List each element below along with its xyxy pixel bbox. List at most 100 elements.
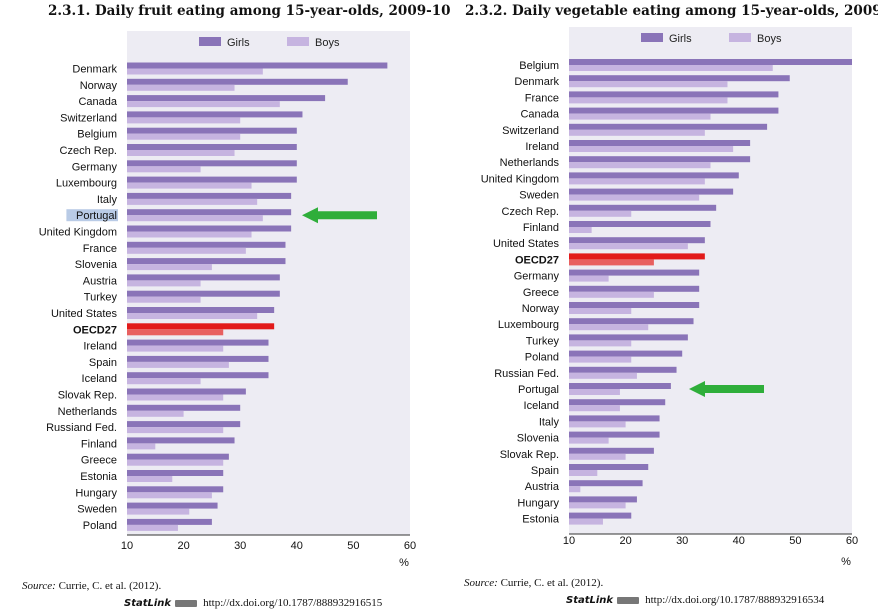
x-axis-label: % [841, 556, 851, 568]
statlink-logo-icon [175, 599, 198, 607]
category-label: Slovenia [75, 259, 118, 271]
source-label: Source: [464, 577, 498, 589]
bar-girls [569, 415, 660, 422]
bar-girls [127, 144, 297, 150]
bar-boys [569, 146, 734, 152]
category-label: Sweden [519, 190, 559, 202]
category-label: France [525, 92, 559, 104]
bar-girls [127, 62, 388, 69]
bar-girls [569, 447, 654, 454]
x-tick-label: 20 [619, 535, 631, 547]
category-label: Netherlands [500, 157, 560, 169]
category-label: Estonia [80, 471, 118, 483]
pointer-arrow-icon [689, 381, 764, 397]
category-label: Poland [83, 520, 117, 532]
bar-girls [127, 339, 269, 346]
bar-boys [569, 389, 620, 395]
category-label: Ireland [525, 141, 559, 153]
x-tick-label: 10 [563, 535, 575, 547]
category-label: Iceland [82, 373, 117, 385]
category-label: Spain [531, 465, 559, 477]
category-label: Italy [539, 416, 560, 428]
bar-girls [127, 274, 280, 281]
category-label: Turkey [526, 335, 560, 347]
x-tick-label: 50 [789, 535, 801, 547]
bar-girls [569, 253, 705, 260]
bar-boys [569, 340, 632, 347]
x-tick-label: 60 [846, 535, 858, 547]
category-label: Belgium [519, 60, 559, 72]
label-highlight [66, 209, 118, 222]
chart-title-vegetable: 2.3.2. Daily vegetable eating among 15-y… [465, 3, 878, 19]
bar-boys [127, 492, 212, 499]
source-vegetable: Source: Currie, C. et al. (2012). [464, 577, 603, 589]
bar-girls [569, 188, 734, 195]
category-label: Estonia [522, 514, 560, 526]
category-label: Austria [525, 481, 560, 493]
bar-girls [127, 355, 269, 362]
category-label: Czech Rep. [502, 206, 559, 218]
bar-girls [569, 123, 768, 130]
category-label: United Kingdom [39, 227, 117, 239]
bar-girls [127, 290, 280, 297]
bar-boys [127, 476, 173, 482]
bar-girls [569, 512, 632, 519]
x-tick-label: 30 [676, 535, 688, 547]
bar-boys [127, 280, 201, 287]
category-label: United Kingdom [481, 173, 559, 185]
bar-boys [127, 313, 258, 319]
bar-girls [569, 59, 852, 65]
statlink-vegetable: StatLink http://dx.doi.org/10.1787/888932… [566, 594, 824, 606]
bar-boys [569, 65, 773, 71]
bar-girls [127, 470, 224, 476]
bar-boys [127, 101, 280, 108]
bar-girls [127, 372, 269, 379]
bar-boys [127, 84, 235, 91]
statlink-logo-icon [617, 596, 640, 604]
bar-girls [127, 160, 297, 167]
legend-label-girls: Girls [227, 37, 250, 49]
source-text: Currie, C. et al. (2012). [58, 580, 162, 592]
statlink-url[interactable]: http://dx.doi.org/10.1787/888932916515 [203, 597, 383, 609]
category-label: Portugal [76, 210, 117, 222]
category-label: Germany [72, 161, 118, 173]
bar-girls [569, 269, 700, 276]
statlink-url[interactable]: http://dx.doi.org/10.1787/888932916534 [645, 594, 825, 606]
bar-boys [569, 178, 705, 185]
bar-boys [569, 97, 728, 104]
category-label: Spain [89, 357, 117, 369]
bar-boys [127, 394, 224, 401]
bar-boys [127, 508, 190, 515]
bar-boys [127, 329, 224, 336]
category-label: Greece [523, 287, 559, 299]
bar-girls [569, 399, 666, 406]
x-tick-label: 30 [234, 540, 246, 552]
bar-girls [569, 91, 779, 98]
bar-girls [127, 404, 241, 411]
bar-girls [569, 237, 705, 244]
bar-boys [127, 524, 178, 531]
vegetable-chart: Girls Boys Belgium Denmark France Canada Switz… [481, 27, 858, 568]
bar-girls [127, 421, 241, 428]
category-label: Denmark [514, 76, 559, 88]
bar-girls [569, 318, 694, 325]
category-label: Slovenia [517, 433, 560, 445]
bar-boys [127, 182, 252, 189]
chart-title-fruit: 2.3.1. Daily fruit eating among 15-year-… [48, 3, 451, 19]
bar-girls [127, 78, 348, 85]
bar-girls [127, 111, 303, 118]
bar-boys [127, 133, 241, 140]
category-label: United States [51, 308, 118, 320]
bar-girls [569, 221, 711, 227]
bar-boys [569, 502, 626, 509]
legend-swatch-boys [729, 33, 751, 42]
bar-boys [569, 356, 632, 363]
bar-girls [127, 518, 212, 525]
category-label: Slovak Rep. [500, 449, 559, 461]
bar-boys [569, 227, 592, 233]
bar-girls [127, 209, 292, 216]
bar-boys [569, 162, 711, 169]
category-label: Belgium [77, 129, 117, 141]
x-tick-label: 10 [121, 540, 133, 552]
category-label: Russiand Fed. [46, 422, 117, 434]
